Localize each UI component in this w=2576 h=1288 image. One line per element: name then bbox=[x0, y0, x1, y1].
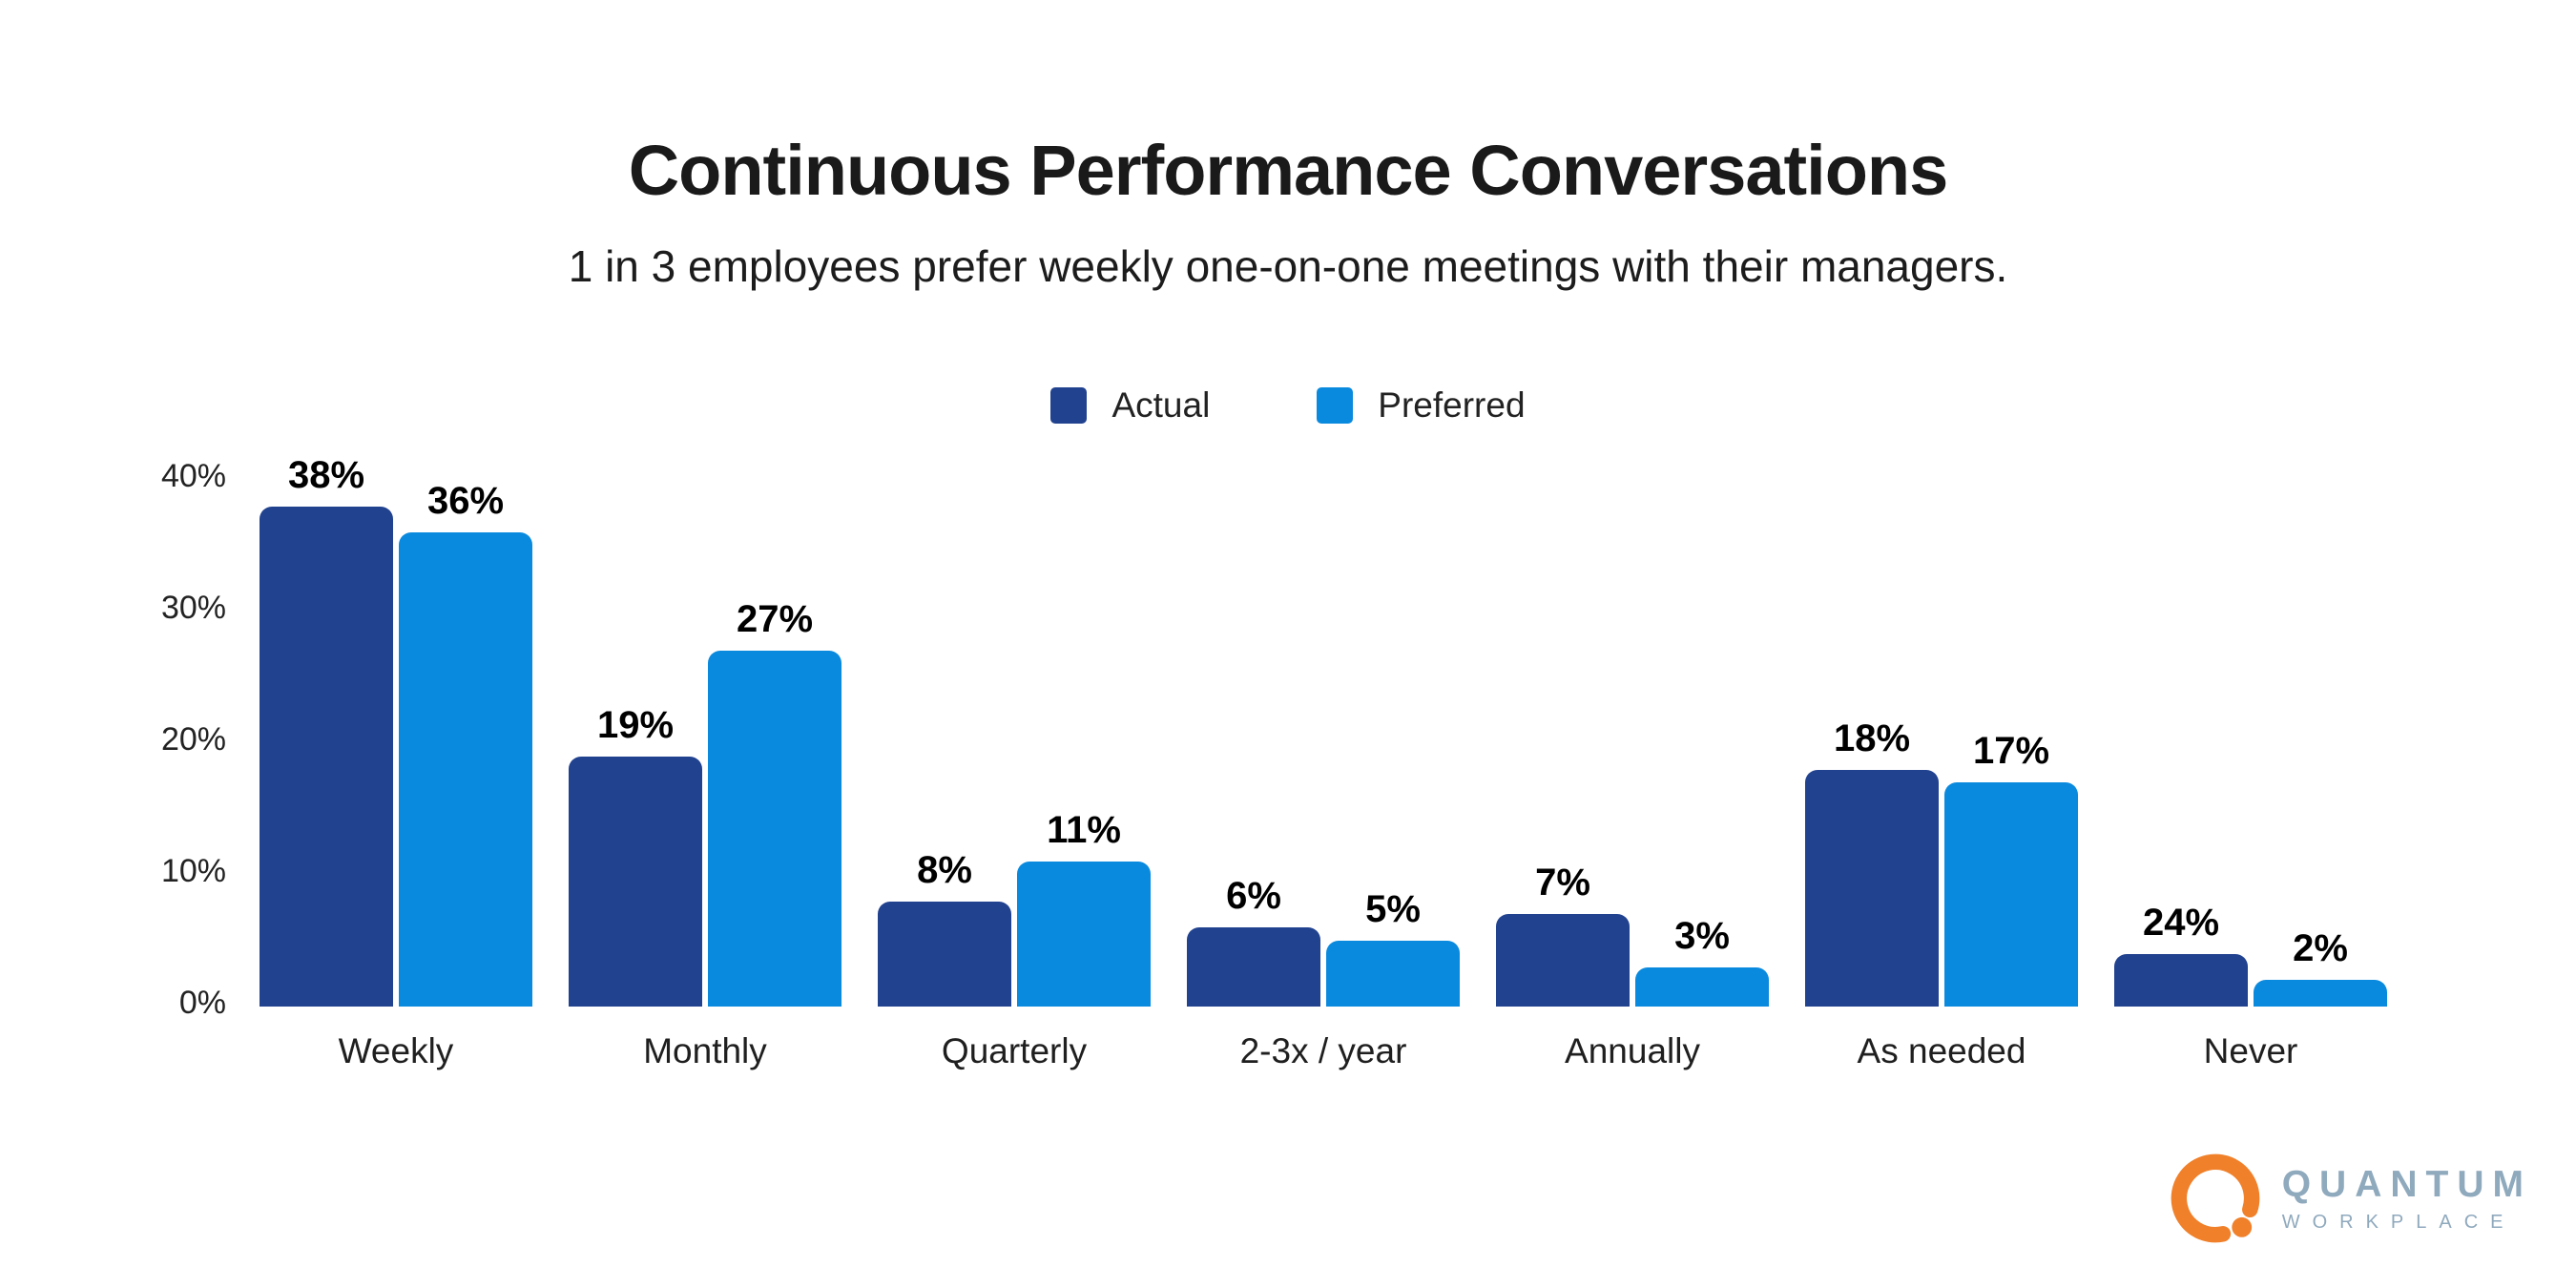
bar-value-label: 11% bbox=[1047, 809, 1121, 852]
bar-preferred: 5% bbox=[1326, 888, 1460, 1007]
bar-group-weekly: 38% 36% Weekly bbox=[260, 454, 532, 1070]
bar-value-label: 5% bbox=[1365, 888, 1421, 930]
bar-preferred: 27% bbox=[708, 598, 841, 1007]
bar-actual: 19% bbox=[569, 704, 702, 1007]
quantum-q-icon bbox=[2171, 1153, 2260, 1243]
bar-group-monthly: 19% 27% Monthly bbox=[569, 480, 841, 1070]
legend-swatch-actual bbox=[1050, 387, 1088, 424]
bar-value-label: 36% bbox=[426, 480, 505, 523]
legend-swatch-preferred bbox=[1317, 387, 1354, 424]
chart-subtitle: 1 in 3 employees prefer weekly one-on-on… bbox=[568, 241, 2008, 291]
logo-sub: WORKPLACE bbox=[2281, 1211, 2516, 1233]
bar-group-quarterly: 8% 11% Quarterly bbox=[878, 480, 1151, 1070]
bar-actual: 7% bbox=[1496, 862, 1630, 1007]
bar-value-label: 7% bbox=[1535, 862, 1590, 904]
bar-group-annually: 7% 3% Annually bbox=[1496, 480, 1769, 1070]
bar-value-label: 19% bbox=[596, 703, 675, 746]
bar-value-label: 27% bbox=[736, 598, 814, 641]
y-tick-label: 30% bbox=[160, 590, 226, 626]
category-label: As needed bbox=[1857, 1031, 2026, 1070]
legend-item-preferred: Preferred bbox=[1317, 385, 1526, 426]
category-label: 2-3x / year bbox=[1239, 1031, 1407, 1070]
bar-groups: 38% 36% Weekly 19% 27% Monthly 8% 11% Quarterly 6… bbox=[260, 454, 2387, 1070]
bar-actual: 18% bbox=[1805, 717, 1939, 1007]
category-label: Never bbox=[2203, 1031, 2298, 1070]
bar-value-label: 2% bbox=[2293, 927, 2348, 970]
bar-actual: 38% bbox=[260, 454, 393, 1007]
bar-preferred: 11% bbox=[1017, 809, 1151, 1007]
category-label: Annually bbox=[1565, 1031, 1700, 1070]
bar-group-never: 24% 2% Never bbox=[2114, 480, 2387, 1070]
category-label: Monthly bbox=[643, 1031, 767, 1070]
y-tick-label: 20% bbox=[160, 721, 226, 758]
bar-value-label: 8% bbox=[917, 848, 972, 891]
y-tick-label: 10% bbox=[160, 853, 226, 889]
bar-group-2-3x-year: 6% 5% 2-3x / year bbox=[1187, 480, 1460, 1070]
logo-text: QUANTUM WORKPLACE bbox=[2282, 1164, 2532, 1234]
y-tick-label: 0% bbox=[178, 985, 226, 1021]
bar-preferred: 3% bbox=[1635, 915, 1769, 1007]
category-label: Weekly bbox=[338, 1031, 454, 1070]
quantum-workplace-logo: QUANTUM WORKPLACE bbox=[2166, 1149, 2532, 1248]
bar-preferred: 36% bbox=[399, 480, 532, 1007]
bar-value-label: 18% bbox=[1833, 717, 1911, 759]
bar-value-label: 17% bbox=[1972, 730, 2050, 773]
bar-value-label: 38% bbox=[287, 453, 365, 496]
legend: Actual Preferred bbox=[0, 385, 2576, 426]
bar-value-label: 6% bbox=[1226, 875, 1281, 918]
bar-actual: 6% bbox=[1187, 875, 1320, 1007]
bar-value-label: 24% bbox=[2142, 901, 2220, 944]
y-tick-label: 40% bbox=[160, 458, 226, 494]
y-axis: 0% 10% 20% 30% 40% bbox=[0, 458, 226, 1021]
bar-actual: 8% bbox=[878, 849, 1011, 1007]
bar-preferred: 2% bbox=[2254, 927, 2387, 1007]
logo-brand: QUANTUM bbox=[2281, 1163, 2532, 1205]
bar-preferred: 17% bbox=[1944, 730, 2078, 1007]
bar-actual: 24% bbox=[2114, 902, 2248, 1007]
legend-label: Preferred bbox=[1378, 385, 1526, 425]
bar-value-label: 3% bbox=[1674, 914, 1730, 957]
legend-item-actual: Actual bbox=[1050, 385, 1210, 426]
category-label: Quarterly bbox=[941, 1031, 1088, 1070]
bar-group-as-needed: 18% 17% As needed bbox=[1805, 480, 2078, 1070]
legend-label: Actual bbox=[1111, 385, 1211, 425]
chart-title: Continuous Performance Conversations bbox=[628, 131, 1949, 210]
